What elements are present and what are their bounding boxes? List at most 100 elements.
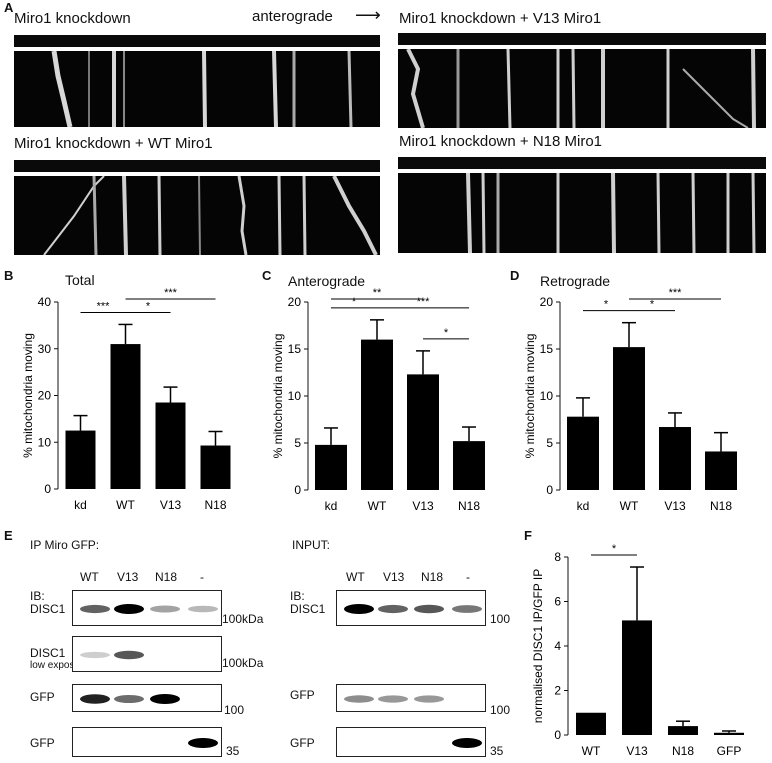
category-label: N18 xyxy=(458,499,480,510)
blot-band xyxy=(80,604,110,614)
bar-WT xyxy=(576,712,606,735)
kymograph-v13-traces xyxy=(406,49,756,128)
blot-band xyxy=(414,695,444,703)
y-tick-label: 20 xyxy=(540,295,554,309)
bar-N18 xyxy=(453,441,485,490)
category-label: kd xyxy=(325,499,338,510)
significance-label: * xyxy=(146,300,151,312)
kymograph-label-n18: Miro1 knockdown + N18 Miro1 xyxy=(399,133,603,150)
category-label: GFP xyxy=(717,744,742,758)
y-axis-label: % mitochondria moving xyxy=(523,334,537,459)
panel-letter-a: A xyxy=(4,0,14,15)
y-axis-label: % mitochondria moving xyxy=(21,333,35,458)
blot-band xyxy=(150,694,180,704)
bar-N18 xyxy=(705,451,737,490)
kymograph-label-v13: Miro1 knockdown + V13 Miro1 xyxy=(399,10,602,27)
chart-title-retrograde: Retrograde xyxy=(540,273,611,289)
kymograph-v13 xyxy=(398,49,766,128)
significance-label: * xyxy=(444,327,449,339)
chart-disc1-ip: 0 2 4 6 8 normalised DISC1 IP/GFP IP WT V13 N18 G… xyxy=(531,543,744,758)
y-tick-label: 5 xyxy=(546,436,553,450)
blot-band xyxy=(378,695,408,703)
significance-label: * xyxy=(650,299,655,311)
ip-lane-n18: N18 xyxy=(155,570,178,584)
y-tick-label: 10 xyxy=(38,435,52,449)
blot-band xyxy=(150,605,180,613)
kymograph-snapshot-n18 xyxy=(398,157,766,169)
y-tick-label: 15 xyxy=(288,342,302,356)
y-tick-label: 15 xyxy=(540,342,554,356)
category-label: WT xyxy=(116,498,135,510)
input-lane-v13: V13 xyxy=(383,570,405,584)
bar-V13 xyxy=(155,402,186,489)
ip-marker-gfp-35: 35 xyxy=(226,744,240,758)
ip-lane-control: - xyxy=(200,570,204,584)
input-marker-disc1: 100 xyxy=(490,612,511,626)
input-lane-wt: WT xyxy=(346,570,365,584)
input-lane-control: - xyxy=(466,570,470,584)
kymograph-snapshot-v13 xyxy=(398,33,766,45)
anterograde-arrow-icon: ⟶ xyxy=(355,5,381,25)
input-blot-disc1 xyxy=(336,590,486,626)
input-blot-gfp-100 xyxy=(336,684,486,712)
bar-V13 xyxy=(622,620,652,735)
ip-blot-disc1-low-exposure xyxy=(72,636,222,672)
category-label: kd xyxy=(74,498,87,510)
blot-band xyxy=(452,605,482,613)
ip-marker-gfp-100: 100 xyxy=(224,703,245,717)
ip-blot-label-disc1-low: DISC1 xyxy=(30,646,66,660)
category-label: WT xyxy=(368,499,387,510)
input-blot-label-gfp-35: GFP xyxy=(290,736,315,750)
ip-blot-gfp-100 xyxy=(72,684,222,712)
ip-lane-wt: WT xyxy=(80,570,99,584)
input-marker-gfp-35: 35 xyxy=(490,744,504,758)
y-tick-label: 20 xyxy=(288,295,302,309)
category-label: N18 xyxy=(710,499,732,510)
y-axis-label: % mitochondria moving xyxy=(271,334,285,459)
category-label: kd xyxy=(577,499,590,510)
ip-blot-label-disc1: DISC1 xyxy=(30,602,66,616)
y-tick-label: 10 xyxy=(540,389,554,403)
significance-label: *** xyxy=(669,287,683,299)
ip-ib-label: IB: xyxy=(30,589,45,603)
significance-label: * xyxy=(604,299,609,311)
chart-retrograde: 0 5 10 15 20 % mitochondria moving kd WT V13 N18 *… xyxy=(523,287,737,510)
blot-band xyxy=(414,604,444,614)
bar-WT xyxy=(613,347,645,490)
category-label: WT xyxy=(582,744,601,758)
y-axis-label: normalised DISC1 IP/GFP IP xyxy=(531,569,545,724)
kymograph-n18 xyxy=(398,173,766,253)
panel-letter-e: E xyxy=(4,528,13,543)
bar-kd xyxy=(567,416,599,490)
panel-letter-d: D xyxy=(510,268,520,283)
y-tick-label: 8 xyxy=(554,550,561,564)
significance-label: *** xyxy=(164,287,178,299)
category-label: V13 xyxy=(626,744,648,758)
blot-band xyxy=(378,604,408,614)
bar-kd xyxy=(65,430,96,489)
kymograph-label-wt: Miro1 knockdown + WT Miro1 xyxy=(14,135,213,152)
input-marker-gfp-100: 100 xyxy=(490,703,511,717)
ip-lane-v13: V13 xyxy=(117,570,139,584)
bar-N18 xyxy=(200,445,231,489)
bar-kd xyxy=(315,444,347,490)
kymograph-knockdown-traces xyxy=(51,51,353,127)
ip-blot-sublabel-low-exposure: low exposure xyxy=(30,660,89,671)
y-tick-label: 0 xyxy=(44,482,51,496)
significance-label: *** xyxy=(417,296,431,308)
ip-marker-disc1-low: 100kDa xyxy=(222,656,264,670)
chart-total: 0 10 20 30 40 % mitochondria moving kd WT V13 N18… xyxy=(21,287,231,510)
y-tick-label: 2 xyxy=(554,684,561,698)
y-tick-label: 30 xyxy=(38,342,52,356)
ip-blot-disc1 xyxy=(72,590,222,626)
bar-N18 xyxy=(668,726,698,735)
category-label: V13 xyxy=(412,499,434,510)
y-tick-label: 40 xyxy=(38,295,52,309)
input-ib-label: IB: xyxy=(290,589,305,603)
kymograph-snapshot-knockdown xyxy=(14,35,380,47)
significance-label: *** xyxy=(97,300,111,312)
blot-band xyxy=(114,650,144,660)
significance-label: ** xyxy=(373,287,382,299)
panel-letter-c: C xyxy=(262,268,272,283)
ip-title: IP Miro GFP: xyxy=(30,538,100,552)
